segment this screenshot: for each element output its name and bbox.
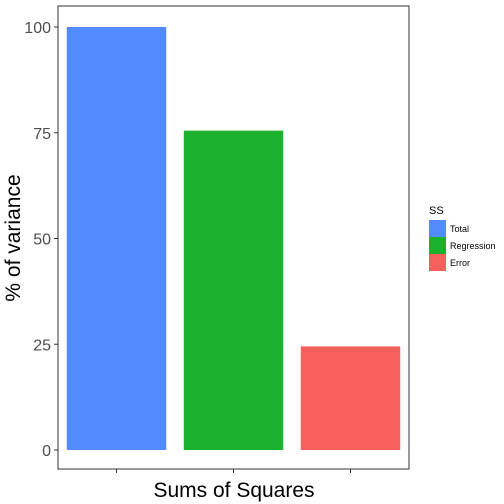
y-tick-label: 50 <box>33 232 51 249</box>
x-axis <box>116 469 351 473</box>
legend-label-regression: Regression <box>450 241 496 251</box>
legend-items: Total Regression Error <box>429 220 496 271</box>
bar-total <box>66 27 167 450</box>
bar-regression <box>183 130 284 450</box>
y-axis-title: % of variance <box>2 174 25 301</box>
bar-error <box>300 346 401 450</box>
y-tick-label: 75 <box>33 126 51 143</box>
y-axis: 0 25 50 75 100 <box>24 20 58 460</box>
y-tick-label: 25 <box>33 337 51 354</box>
x-axis-title: Sums of Squares <box>153 479 314 502</box>
legend-title: SS <box>429 205 444 217</box>
legend-key-total <box>429 220 446 237</box>
legend-label-total: Total <box>450 224 469 234</box>
legend: SS Total Regression Error <box>429 205 496 271</box>
legend-label-error: Error <box>450 258 470 268</box>
legend-key-error <box>429 254 446 271</box>
legend-key-regression <box>429 237 446 254</box>
bars-layer <box>66 27 401 450</box>
y-tick-label: 100 <box>24 20 51 37</box>
y-tick-label: 0 <box>42 443 51 460</box>
